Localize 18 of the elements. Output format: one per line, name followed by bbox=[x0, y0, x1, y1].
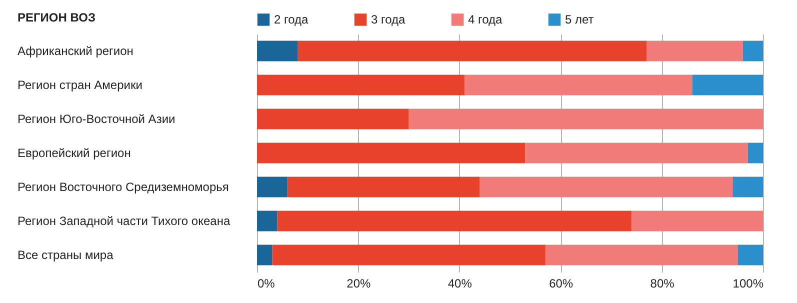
y-axis-title: РЕГИОН ВОЗ bbox=[18, 10, 96, 24]
x-tick-label: 20% bbox=[346, 276, 372, 290]
y-tick-label: Регион Юго-Восточной Азии bbox=[18, 112, 176, 126]
legend-label: 3 года bbox=[371, 12, 406, 27]
legend-label: 2 года bbox=[274, 12, 309, 27]
y-tick-label: Все страны мира bbox=[18, 248, 114, 262]
legend-label: 5 лет bbox=[565, 12, 594, 27]
y-tick-label: Регион Западной части Тихого океана bbox=[18, 214, 230, 228]
y-tick-label: Африканский регион bbox=[18, 44, 134, 58]
x-tick-label: 0% bbox=[258, 276, 276, 290]
y-tick-label: Европейский регион bbox=[18, 146, 131, 160]
x-tick-label: 40% bbox=[448, 276, 472, 290]
x-tick-label: 60% bbox=[549, 276, 574, 290]
x-tick-label: 100% bbox=[732, 276, 764, 290]
legend-label: 4 года bbox=[468, 12, 503, 27]
y-tick-label: Регион стран Америки bbox=[18, 78, 142, 92]
y-tick-label: Регион Восточного Средиземноморья bbox=[18, 180, 229, 194]
x-tick-label: 80% bbox=[650, 276, 675, 290]
